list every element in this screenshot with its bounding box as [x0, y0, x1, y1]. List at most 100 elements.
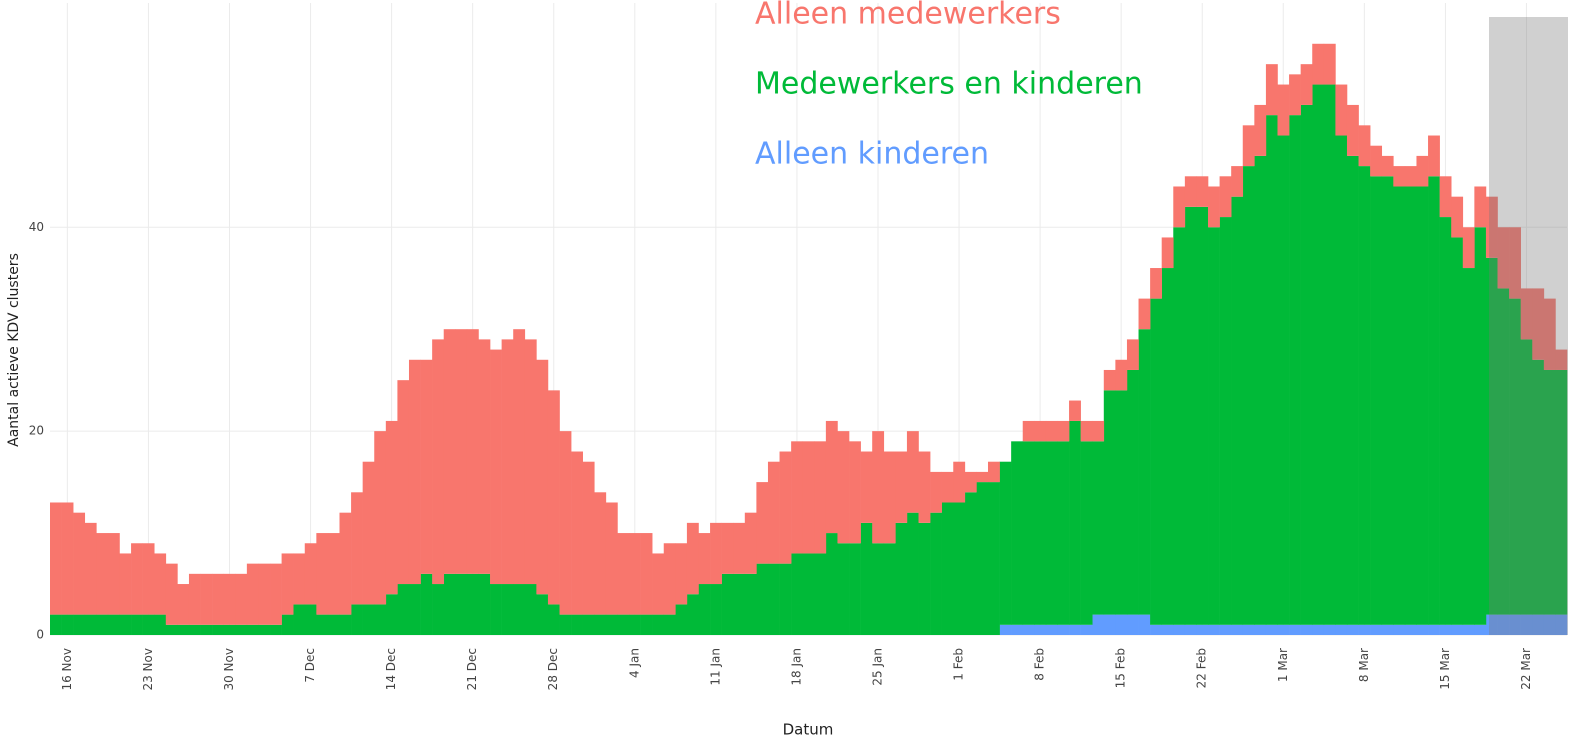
bar-segment: [1416, 186, 1429, 625]
bar-segment: [1335, 624, 1348, 635]
bar-segment: [941, 471, 954, 503]
bar-segment: [1080, 420, 1093, 442]
bar-segment: [964, 471, 977, 493]
bar-segment: [1451, 237, 1464, 625]
bar-segment: [1254, 624, 1267, 635]
legend-label: Alleen medewerkers: [755, 0, 1061, 32]
bar-segment: [154, 553, 167, 615]
bar-segment: [1474, 186, 1487, 228]
legend-label: Medewerkers en kinderen: [755, 67, 1143, 102]
bar-segment: [976, 482, 989, 635]
bar-segment: [1520, 614, 1533, 635]
bar-segment: [1103, 390, 1116, 615]
bar-segment: [1300, 104, 1313, 625]
x-tick-label: 30 Nov: [222, 648, 236, 691]
bar-segment: [1254, 155, 1267, 625]
bar-segment: [443, 573, 456, 635]
bar-segment: [536, 359, 549, 595]
bar-segment: [177, 584, 190, 625]
bar-segment: [84, 522, 97, 615]
bar-segment: [1520, 339, 1533, 615]
bar-segment: [779, 451, 792, 564]
bar-segment: [1115, 614, 1128, 635]
bar-segment: [1057, 624, 1070, 635]
bar-segment: [246, 624, 259, 635]
bar-segment: [1509, 298, 1521, 615]
bar-segment: [1439, 217, 1452, 625]
bar-segment: [1184, 176, 1197, 207]
bar-segment: [629, 533, 641, 615]
x-tick-label: 4 Jan: [627, 648, 641, 678]
x-tick-label: 28 Dec: [546, 648, 560, 690]
bar-segment: [1428, 135, 1440, 177]
bar-segment: [131, 614, 143, 635]
x-tick-label: 23 Nov: [141, 648, 155, 691]
bar-segment: [293, 604, 306, 635]
bar-segment: [1161, 237, 1174, 269]
x-tick-label: 18 Jan: [789, 648, 803, 686]
bar-segment: [953, 461, 966, 503]
bar-segment: [837, 543, 850, 635]
bar-segment: [1231, 166, 1244, 197]
bar-segment: [351, 604, 363, 635]
bar-segment: [1555, 349, 1568, 370]
bar-segment: [490, 349, 502, 585]
bar-segment: [1242, 624, 1255, 635]
bar-segment: [513, 584, 526, 635]
bar-segment: [1277, 84, 1290, 136]
x-tick-label: 21 Dec: [465, 648, 479, 690]
bar-segment: [906, 431, 919, 513]
bar-segment: [1231, 196, 1244, 625]
bar-segment: [374, 431, 387, 605]
bar-segment: [1393, 624, 1406, 635]
bar-segment: [1555, 369, 1568, 615]
bar-segment: [1485, 614, 1498, 635]
bar-segment: [223, 573, 236, 625]
x-tick-label: 22 Feb: [1195, 648, 1209, 688]
bar-segment: [397, 380, 410, 585]
bar-segment: [883, 451, 896, 544]
bar-segment: [1370, 145, 1383, 177]
bar-segment: [1370, 176, 1383, 625]
x-tick-label: 14 Dec: [384, 648, 398, 690]
bar-segment: [1092, 420, 1105, 442]
bar-segment: [1416, 155, 1429, 187]
bar-segment: [1173, 186, 1186, 228]
bar-segment: [1011, 624, 1024, 635]
bar-segment: [1196, 176, 1209, 207]
bar-segment: [316, 614, 329, 635]
bar-segment: [501, 339, 514, 585]
bar-segment: [1069, 420, 1081, 625]
bar-segment: [455, 329, 468, 574]
bar-segment: [629, 614, 641, 635]
bar-segment: [571, 614, 583, 635]
bar-segment: [733, 522, 746, 574]
bar-segment: [698, 584, 711, 635]
bar-segment: [1358, 166, 1371, 625]
bar-segment: [721, 573, 734, 635]
bar-segment: [246, 563, 259, 625]
bar-segment: [1265, 624, 1278, 635]
bar-segment: [466, 573, 479, 635]
bar-segment: [686, 522, 699, 595]
bar-segment: [513, 329, 526, 585]
bar-segment: [756, 563, 769, 635]
bar-segment: [1069, 400, 1081, 421]
bar-segment: [1022, 624, 1035, 635]
bar-segment: [1428, 624, 1440, 635]
bar-segment: [1092, 614, 1105, 635]
bar-segment: [1474, 227, 1487, 625]
bar-segment: [1381, 155, 1394, 177]
bar-segment: [675, 543, 688, 605]
bar-segment: [1404, 166, 1417, 187]
bar-segment: [281, 614, 294, 635]
bar-segment: [61, 502, 74, 615]
bar-segment: [1184, 206, 1197, 625]
bar-segment: [559, 614, 572, 635]
bar-segment: [1346, 155, 1359, 625]
x-tick-label: 15 Mar: [1438, 648, 1452, 690]
bar-segment: [212, 624, 225, 635]
bar-segment: [767, 563, 780, 635]
bar-segment: [327, 533, 340, 615]
bar-segment: [640, 614, 653, 635]
